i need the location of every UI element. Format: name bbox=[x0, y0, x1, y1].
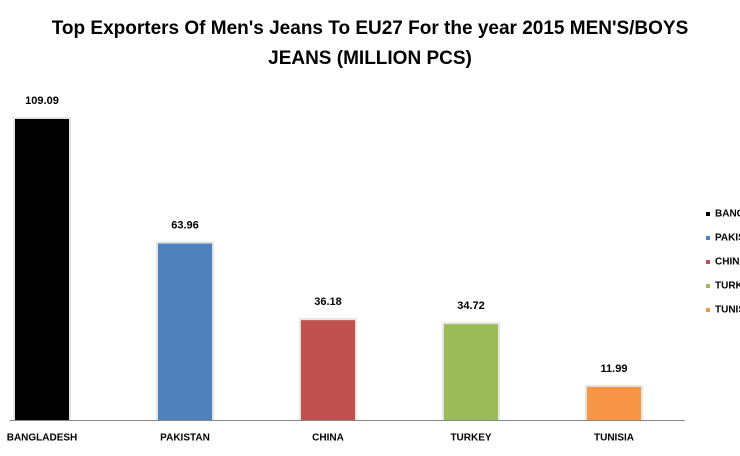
bar bbox=[15, 119, 69, 420]
bar bbox=[301, 320, 355, 420]
chart-title: JEANS (MILLION PCS) bbox=[268, 48, 472, 69]
bar bbox=[587, 386, 641, 420]
x-tick-label: TUNISIA bbox=[594, 433, 634, 444]
legend-label: BANGLADESH bbox=[715, 209, 740, 220]
legend-swatch bbox=[706, 308, 710, 312]
value-label: 11.99 bbox=[601, 363, 628, 375]
value-label: 36.18 bbox=[314, 296, 342, 308]
legend-label: CHINA bbox=[715, 257, 740, 268]
value-label: 63.96 bbox=[171, 219, 199, 231]
legend-swatch bbox=[706, 236, 710, 240]
legend-swatch bbox=[706, 260, 710, 264]
x-tick-label: TURKEY bbox=[450, 433, 491, 444]
legend-swatch bbox=[706, 212, 710, 216]
value-label: 34.72 bbox=[457, 300, 485, 312]
x-tick-label: CHINA bbox=[312, 433, 344, 444]
bar bbox=[444, 324, 498, 420]
legend-label: PAKISTAN bbox=[715, 233, 740, 244]
legend-swatch bbox=[706, 284, 710, 288]
x-tick-label: BANGLADESH bbox=[7, 433, 78, 444]
bar bbox=[158, 243, 212, 420]
x-tick-label: PAKISTAN bbox=[160, 433, 210, 444]
value-label: 109.09 bbox=[25, 95, 59, 107]
legend-label: TURKEY bbox=[715, 281, 740, 292]
chart-title: Top Exporters Of Men's Jeans To EU27 For… bbox=[52, 18, 689, 39]
legend-label: TUNISIA bbox=[715, 305, 740, 316]
